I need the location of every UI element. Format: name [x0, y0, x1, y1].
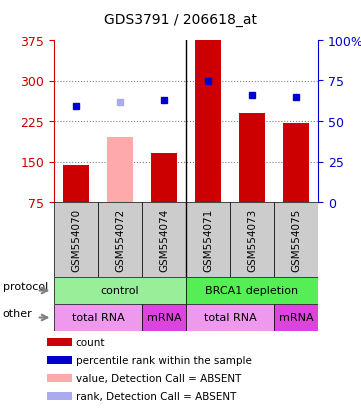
Text: GSM554075: GSM554075 [291, 209, 301, 271]
Bar [142, 304, 186, 331]
Text: rank, Detection Call = ABSENT: rank, Detection Call = ABSENT [76, 391, 236, 401]
Bar [230, 202, 274, 277]
Text: protocol: protocol [3, 282, 48, 292]
Bar [54, 202, 98, 277]
Bar [63, 166, 89, 202]
Text: GSM554074: GSM554074 [159, 209, 169, 271]
Text: mRNA: mRNA [279, 313, 313, 323]
Bar [239, 114, 265, 202]
Text: GSM554071: GSM554071 [203, 209, 213, 271]
Bar [142, 202, 186, 277]
Text: mRNA: mRNA [147, 313, 181, 323]
Bar [274, 304, 318, 331]
Text: value, Detection Call = ABSENT: value, Detection Call = ABSENT [76, 373, 241, 383]
Bar [54, 277, 186, 304]
Bar [47, 374, 72, 382]
Text: total RNA: total RNA [71, 313, 125, 323]
Bar [54, 304, 142, 331]
Text: total RNA: total RNA [204, 313, 256, 323]
Text: count: count [76, 337, 105, 347]
Text: percentile rank within the sample: percentile rank within the sample [76, 355, 252, 365]
Bar [274, 202, 318, 277]
Text: GSM554073: GSM554073 [247, 209, 257, 271]
Text: other: other [3, 309, 32, 319]
Bar [47, 356, 72, 364]
Bar [98, 202, 142, 277]
Text: GSM554070: GSM554070 [71, 209, 81, 271]
Text: BRCA1 depletion: BRCA1 depletion [205, 286, 299, 296]
Bar [151, 154, 177, 202]
Bar [186, 277, 318, 304]
Text: control: control [101, 286, 139, 296]
Bar [195, 41, 221, 202]
Bar [186, 304, 274, 331]
Bar [186, 202, 230, 277]
Bar [283, 123, 309, 202]
Bar [107, 138, 133, 202]
Bar [47, 392, 72, 400]
Bar [47, 338, 72, 346]
Text: GSM554072: GSM554072 [115, 209, 125, 271]
Text: GDS3791 / 206618_at: GDS3791 / 206618_at [104, 14, 257, 27]
